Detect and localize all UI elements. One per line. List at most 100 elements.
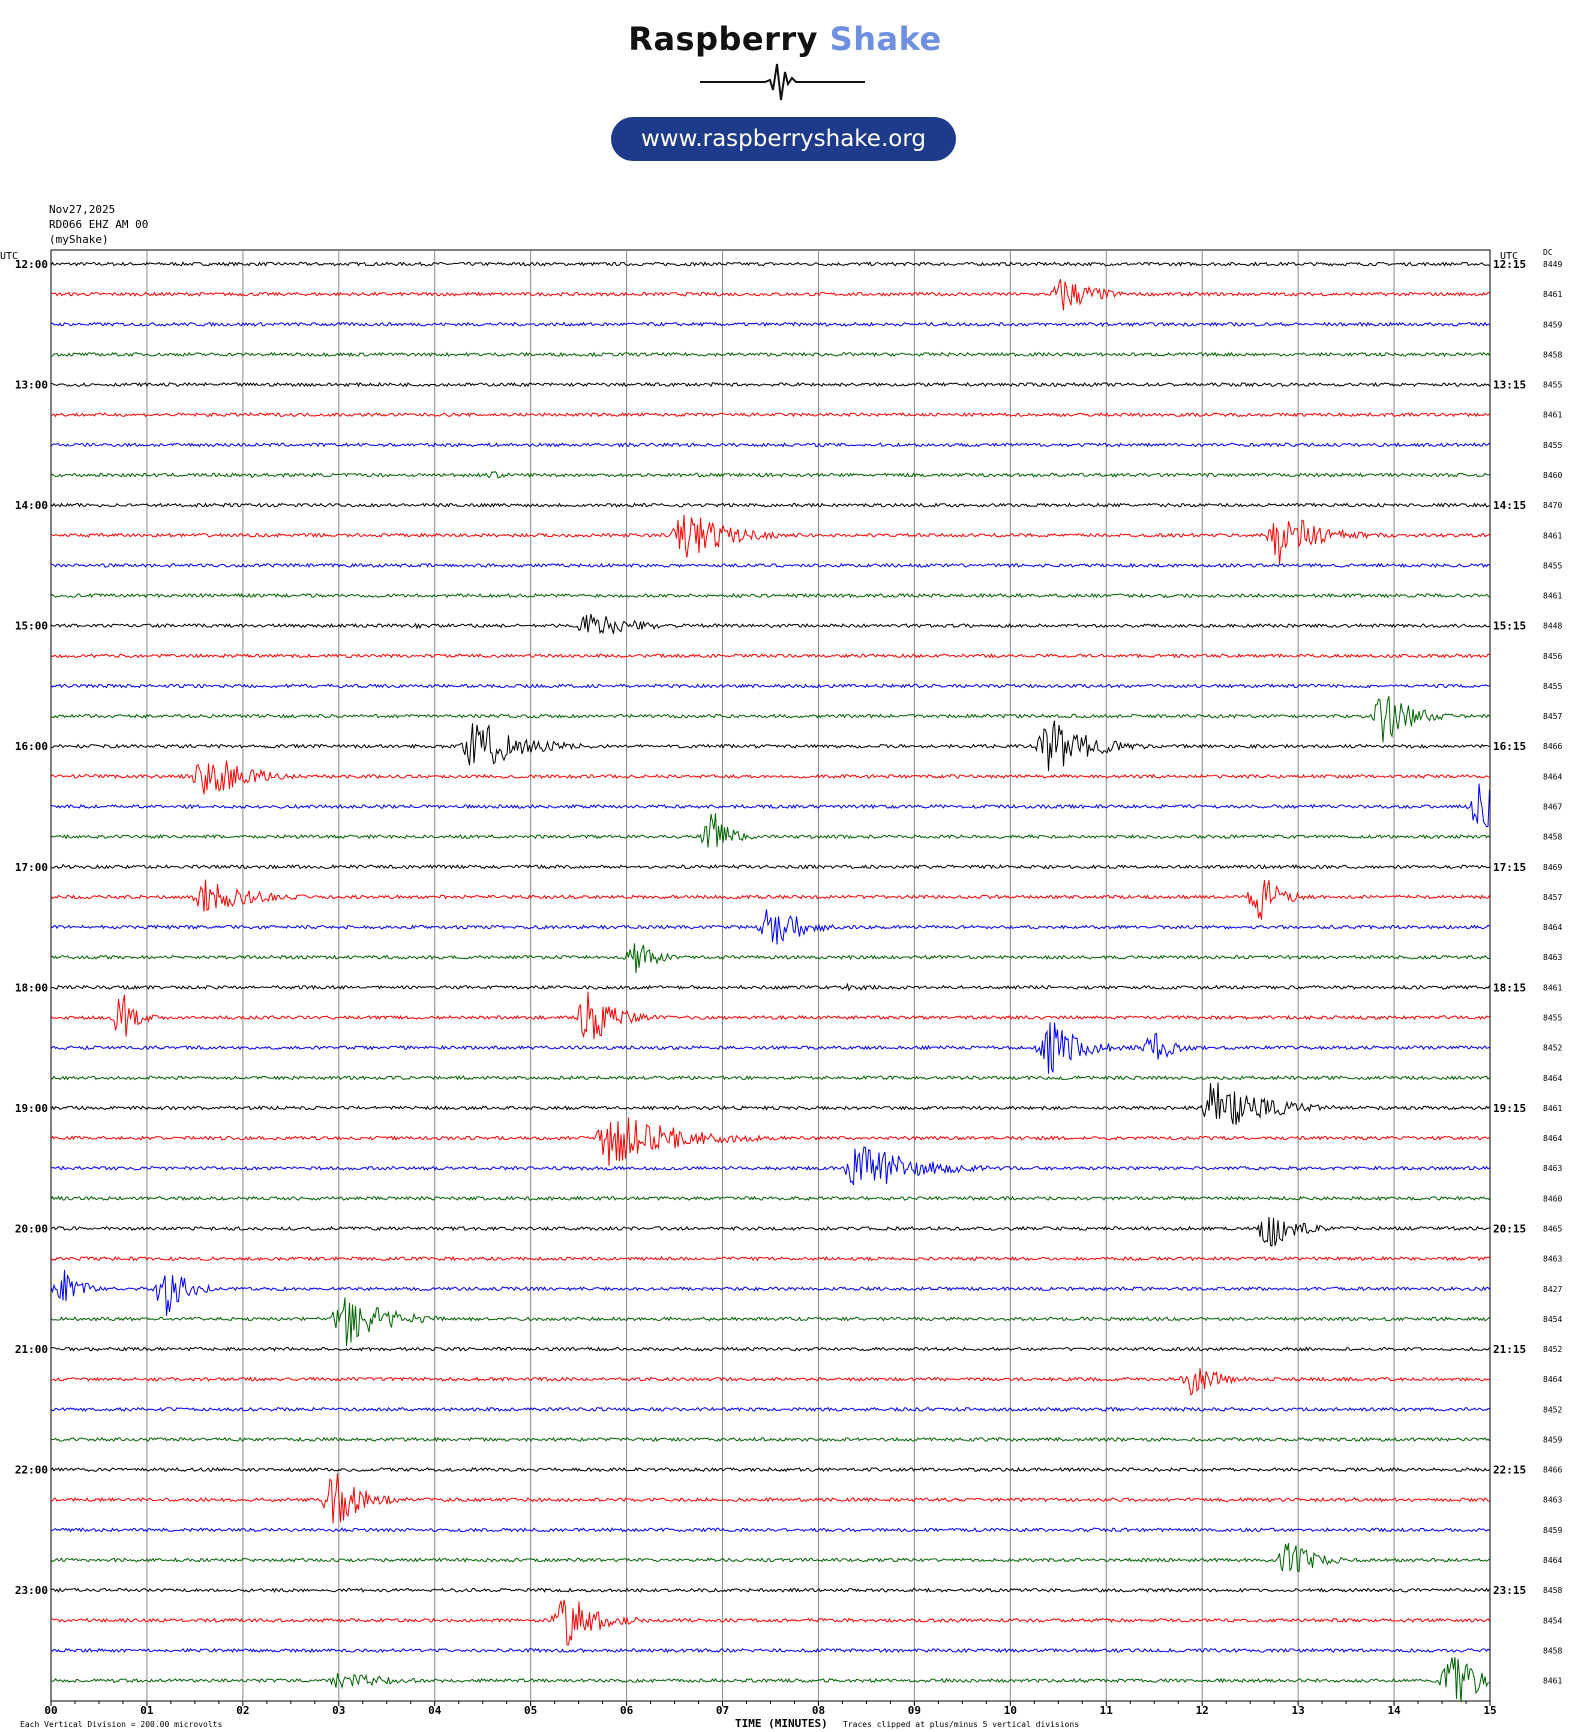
dc-offset-label: 8458 <box>1543 833 1562 842</box>
trace-line <box>51 1657 1490 1703</box>
trace-line <box>50 879 1490 920</box>
vertical-division-note: Each Vertical Division = 200.00 microvol… <box>20 1720 222 1729</box>
trace-line <box>50 381 1490 388</box>
dc-offset-label: 8458 <box>1543 350 1562 359</box>
dc-offset-label: 8466 <box>1543 742 1562 751</box>
hour-label-right: 17:15 <box>1493 861 1526 874</box>
dc-offset-label: 8464 <box>1543 1074 1562 1083</box>
dc-offset-label: 8449 <box>1543 260 1562 269</box>
trace-line <box>50 695 1490 743</box>
station-meta-line: (myShake) <box>49 233 109 246</box>
trace-line <box>50 412 1490 418</box>
trace-line <box>50 1022 1490 1074</box>
brand-logo: Raspberry Shake <box>0 20 1570 58</box>
trace-line <box>50 760 1490 795</box>
dc-offset-label: 8457 <box>1543 712 1562 721</box>
dc-offset-label: 8461 <box>1543 592 1562 601</box>
trace-line <box>50 1297 1490 1347</box>
trace-line <box>50 783 1490 828</box>
hour-label-left: 20:00 <box>15 1222 48 1235</box>
hour-label-right: 15:15 <box>1493 620 1526 633</box>
trace-line <box>50 1587 1490 1593</box>
hour-label-left: 15:00 <box>15 620 48 633</box>
trace-line <box>50 442 1490 448</box>
hour-label-left: 22:00 <box>15 1464 48 1477</box>
brand-word-2: Shake <box>829 20 942 58</box>
axis-labels: 8449 8461 8459 8458 8455 8461 8455 8460 8470 8461… <box>0 203 1562 1730</box>
hour-label-right: 23:15 <box>1493 1584 1526 1597</box>
hour-label-left: 16:00 <box>15 740 48 753</box>
trace-line <box>50 1255 1490 1262</box>
hour-label-right: 14:15 <box>1493 499 1526 512</box>
dc-offset-label: 8461 <box>1543 290 1562 299</box>
hour-label-right: 16:15 <box>1493 740 1526 753</box>
trace-line <box>50 514 1490 565</box>
dc-offset-label: 8452 <box>1543 1405 1562 1414</box>
trace-line <box>50 1543 1490 1573</box>
trace-line <box>50 863 1490 870</box>
x-tick-label: 09 <box>908 1704 921 1717</box>
dc-offset-label: 8455 <box>1543 441 1562 450</box>
dc-offset-label: 8448 <box>1543 622 1562 631</box>
dc-offset-label: 8463 <box>1543 1164 1562 1173</box>
dc-offset-label: 8455 <box>1543 1014 1562 1023</box>
dc-offset-label: 8459 <box>1543 1526 1562 1535</box>
dc-column-label: DC <box>1543 248 1553 257</box>
dc-offset-label: 8455 <box>1543 561 1562 570</box>
trace-line <box>50 1527 1490 1533</box>
dc-offset-label: 8460 <box>1543 471 1562 480</box>
dc-offset-label: 8461 <box>1543 531 1562 540</box>
dc-offset-label: 8458 <box>1543 1586 1562 1595</box>
dc-offset-label: 8467 <box>1543 803 1562 812</box>
trace-line <box>50 1216 1490 1247</box>
dc-offset-label: 8464 <box>1543 923 1562 932</box>
trace-line <box>50 1082 1490 1125</box>
trace-line <box>50 1466 1490 1473</box>
hour-label-left: 18:00 <box>15 981 48 994</box>
seismic-traces <box>50 261 1490 1703</box>
left-utc-label: UTC <box>0 251 18 262</box>
website-url-link[interactable]: www.raspberryshake.org <box>611 117 956 161</box>
trace-line <box>50 991 1490 1040</box>
x-tick-label: 02 <box>236 1704 249 1717</box>
dc-offset-label: 8466 <box>1543 1466 1562 1475</box>
seismogram-logo-icon <box>700 63 865 101</box>
dc-offset-label: 8460 <box>1543 1194 1562 1203</box>
station-meta-line: RD066 EHZ AM 00 <box>49 218 148 231</box>
trace-line <box>50 1473 1490 1524</box>
trace-line <box>50 813 1490 848</box>
trace-line <box>50 1406 1490 1413</box>
hour-label-right: 22:15 <box>1493 1464 1526 1477</box>
trace-line <box>50 592 1490 599</box>
dc-offset-label: 8461 <box>1543 983 1562 992</box>
hour-label-left: 14:00 <box>15 499 48 512</box>
dc-offset-label: 8455 <box>1543 682 1562 691</box>
dc-offset-label: 8465 <box>1543 1224 1562 1233</box>
hour-label-left: 23:00 <box>15 1584 48 1597</box>
dc-offset-label: 8464 <box>1543 772 1562 781</box>
dc-offset-label: 8464 <box>1543 1375 1562 1384</box>
dc-offset-label: 8458 <box>1543 1646 1562 1655</box>
right-utc-label: UTC <box>1500 251 1518 262</box>
trace-line <box>50 1647 1490 1654</box>
hour-label-left: 17:00 <box>15 861 48 874</box>
dc-offset-label: 8457 <box>1543 893 1562 902</box>
hour-label-right: 12:15 <box>1493 258 1526 271</box>
header: Raspberry Shake www.raspberryshake.org <box>0 0 1570 180</box>
station-meta-line: Nov27,2025 <box>49 203 115 216</box>
x-tick-label: 06 <box>620 1704 634 1717</box>
trace-line <box>50 1195 1490 1202</box>
hour-label-left: 12:00 <box>15 258 48 271</box>
hour-label-left: 13:00 <box>15 379 48 392</box>
dc-offset-label: 8427 <box>1543 1285 1562 1294</box>
trace-line <box>50 1146 1490 1186</box>
x-tick-label: 13 <box>1292 1704 1305 1717</box>
dc-offset-label: 8455 <box>1543 381 1562 390</box>
dc-offset-label: 8470 <box>1543 501 1562 510</box>
dc-offset-label: 8463 <box>1543 953 1562 962</box>
dc-offset-label: 8454 <box>1543 1616 1562 1625</box>
trace-line <box>50 613 1490 635</box>
trace-line <box>50 1599 1490 1646</box>
dc-offset-label: 8452 <box>1543 1345 1562 1354</box>
